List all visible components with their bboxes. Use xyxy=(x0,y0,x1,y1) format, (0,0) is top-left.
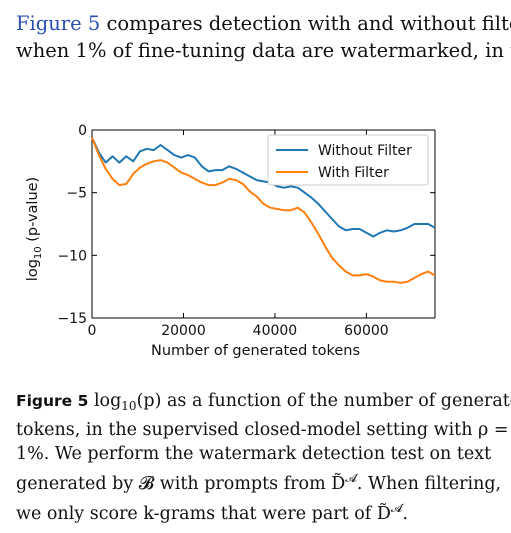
series-line-with-filter xyxy=(91,137,436,284)
chart-legend: Without Filter With Filter xyxy=(267,134,429,186)
intro-line1-text: compares detection with and without filt… xyxy=(100,12,511,35)
figure-caption: Figure 5 log10(p) as a function of the n… xyxy=(16,389,511,526)
figure-reference-link[interactable]: Figure 5 xyxy=(16,12,101,35)
caption-dtilde-1: D̃ xyxy=(331,474,346,494)
x-axis-label: Number of generated tokens xyxy=(151,343,360,359)
x-tick-label: 20000 xyxy=(161,323,206,339)
y-tick-label: −10 xyxy=(57,248,87,264)
caption-line4-b: . When filtering, xyxy=(356,474,502,494)
legend-label: Without Filter xyxy=(318,143,412,159)
caption-line5-a: we only score k-grams that were part of xyxy=(16,504,377,524)
y-axis-label: log10 (p-value) xyxy=(25,177,44,281)
y-tick-label: −5 xyxy=(66,186,87,202)
caption-dtilde-2: D̃ xyxy=(376,504,391,524)
caption-line2: tokens, in the supervised closed-model s… xyxy=(16,420,509,440)
x-tick-label: 0 xyxy=(88,323,97,339)
figure-chart: 0 20000 40000 60000 0 −5 −10 −15 Without Filter… xyxy=(25,123,436,359)
legend-label: With Filter xyxy=(318,165,389,181)
caption-sup-2: 𝓐 xyxy=(390,501,403,515)
caption-line1-text: (p) as a function of the number of gener… xyxy=(136,391,511,411)
intro-line2-text: when 1% of fine-tuning data are watermar… xyxy=(16,39,511,62)
caption-line4-a: generated by 𝓑 with prompts from xyxy=(16,474,332,494)
y-tick-label: 0 xyxy=(78,123,87,139)
caption-label: Figure 5 xyxy=(16,392,89,410)
plot-series xyxy=(91,137,436,284)
caption-log: log xyxy=(93,391,122,411)
caption-sup-1: 𝓐 xyxy=(345,471,357,485)
series-line-without-filter xyxy=(91,137,436,238)
plot-axes: 0 20000 40000 60000 0 −5 −10 −15 xyxy=(57,123,436,339)
x-tick-label: 60000 xyxy=(344,323,389,339)
intro-paragraph: Figure 5 compares detection with and wit… xyxy=(16,10,511,64)
caption-log-sub: 10 xyxy=(121,399,137,413)
caption-line3: 1%. We perform the watermark detection t… xyxy=(16,444,492,464)
x-tick-label: 40000 xyxy=(253,323,298,339)
y-tick-label: −15 xyxy=(57,311,87,327)
caption-line5-b: . xyxy=(402,504,409,524)
